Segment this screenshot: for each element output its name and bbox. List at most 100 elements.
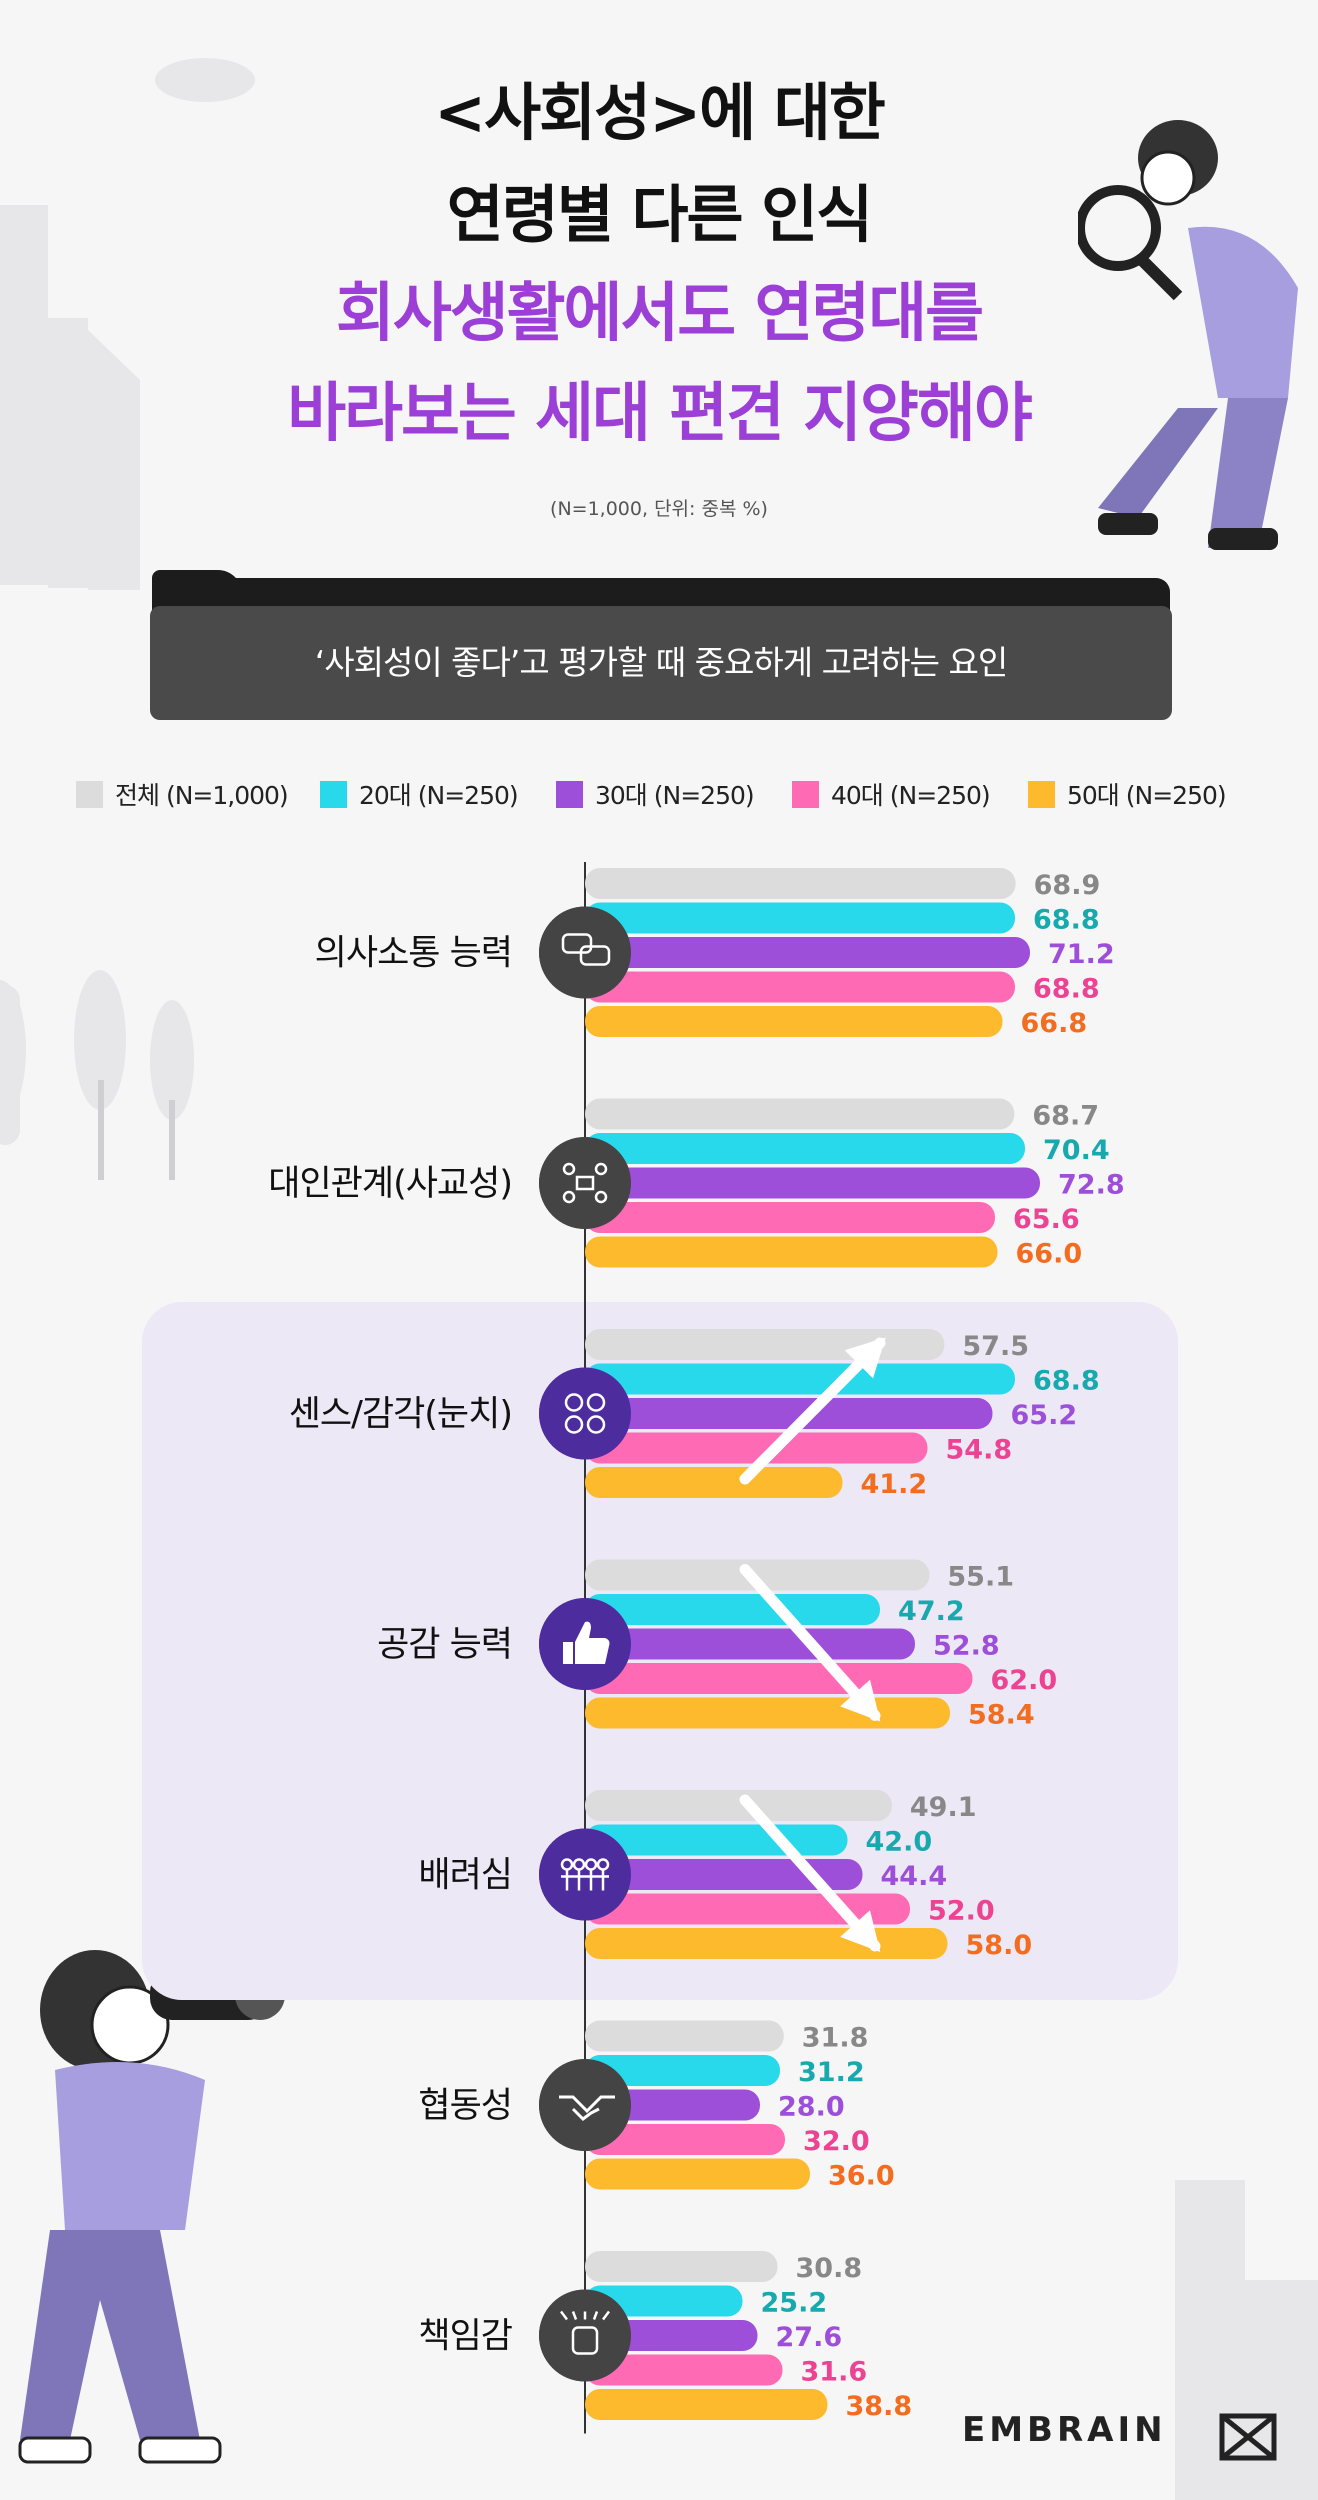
- value-label: 71.2: [1048, 939, 1115, 970]
- trend-arrow-head: [840, 1679, 881, 1722]
- bar: [585, 1697, 950, 1729]
- bar: [585, 902, 1015, 934]
- icon-shape: [594, 1190, 608, 1204]
- icon-shape: [579, 945, 611, 966]
- bar: [585, 1859, 863, 1890]
- category-label: 의사소통 능력: [315, 934, 512, 974]
- icon-shape: [560, 2310, 568, 2321]
- trend-arrow-head: [844, 1337, 886, 1379]
- bar: [585, 1006, 1003, 1037]
- icon-backdrop: [539, 2059, 631, 2151]
- icon-shape: [561, 933, 593, 954]
- bar: [585, 971, 1015, 1003]
- icon-shape: [586, 1415, 606, 1434]
- icon-shape: [596, 1858, 610, 1871]
- icon-shape: [571, 2326, 599, 2355]
- icon-shape: [571, 2311, 578, 2320]
- value-label: 57.5: [962, 1331, 1029, 1362]
- value-label: 54.8: [946, 1435, 1013, 1466]
- icon-backdrop: [539, 1828, 631, 1921]
- embrain-logo-mark: [1219, 2413, 1277, 2461]
- legend-item-30s: 30대 (N=250): [556, 776, 755, 812]
- bar: [585, 1594, 880, 1625]
- legend-label: 50대 (N=250): [1067, 781, 1227, 810]
- bar: [585, 937, 1030, 968]
- icon-backdrop: [539, 1137, 631, 1229]
- bar: [585, 1432, 928, 1464]
- icon-shape: [562, 1190, 576, 1204]
- value-label: 66.0: [1016, 1239, 1083, 1270]
- value-label: 52.0: [928, 1896, 995, 1927]
- value-label: 68.8: [1033, 974, 1100, 1005]
- bar: [585, 868, 1016, 899]
- bar: [585, 1098, 1015, 1130]
- legend-label: 30대 (N=250): [595, 781, 755, 810]
- category-label: 배려심: [418, 1856, 512, 1896]
- legend-item-total: 전체 (N=1,000): [76, 776, 289, 812]
- value-label: 25.2: [761, 2288, 828, 2319]
- bar: [585, 1363, 1015, 1395]
- icon-backdrop: [539, 1367, 631, 1460]
- bar: [585, 2055, 780, 2086]
- value-label: 36.0: [828, 2161, 895, 2192]
- icon-shape: [562, 1162, 576, 1176]
- value-label: 72.8: [1058, 1170, 1125, 1201]
- legend-label: 20대 (N=250): [359, 781, 519, 810]
- category-label: 협동성: [418, 2086, 512, 2126]
- category-label: 대인관계(사교성): [268, 1164, 512, 1204]
- subtitle-line-1: 회사생활에서도 연령대를: [336, 277, 984, 351]
- bar: [585, 1467, 843, 1498]
- icon-shape: [564, 1393, 584, 1412]
- legend-item-40s: 40대 (N=250): [792, 776, 991, 812]
- subtitle-line-2: 바라보는 세대 편견 지양해야: [287, 377, 1032, 451]
- value-label: 68.8: [1033, 905, 1100, 936]
- value-label: 31.8: [802, 2023, 869, 2054]
- bar: [585, 1329, 945, 1360]
- legend-swatch: [76, 780, 103, 808]
- icon-shape: [564, 1415, 584, 1434]
- category-label: 센스/감각(눈치): [289, 1395, 512, 1435]
- value-label: 55.1: [947, 1562, 1014, 1593]
- value-label: 66.8: [1021, 1008, 1088, 1039]
- trend-arrow-head: [840, 1910, 881, 1952]
- legend-swatch: [792, 780, 819, 808]
- bar: [585, 1790, 892, 1821]
- bar: [585, 1133, 1025, 1164]
- legend-swatch: [1028, 780, 1055, 808]
- icon-shape: [575, 1175, 595, 1191]
- bar: [585, 2020, 784, 2052]
- value-label: 70.4: [1043, 1135, 1110, 1166]
- bar: [585, 1928, 948, 1959]
- legend-item-50s: 50대 (N=250): [1028, 776, 1227, 812]
- legend-swatch: [556, 780, 583, 808]
- woman-with-magnifier-illustration: [1078, 120, 1298, 550]
- bar: [585, 1663, 973, 1694]
- bar: [585, 1236, 998, 1268]
- value-label: 28.0: [778, 2092, 845, 2123]
- value-label: 65.6: [1013, 1204, 1080, 1235]
- value-label: 68.7: [1032, 1101, 1099, 1132]
- embrain-logo: EMBRAIN: [962, 2410, 1167, 2450]
- value-label: 27.6: [776, 2322, 843, 2353]
- legend-swatch: [320, 780, 347, 808]
- value-label: 65.2: [1011, 1400, 1078, 1431]
- bar: [585, 1167, 1040, 1199]
- bar: [585, 2285, 743, 2317]
- sample-note: (N=1,000, 단위: 중복 %): [550, 498, 768, 520]
- legend-label: 40대 (N=250): [831, 781, 991, 810]
- bar: [585, 1628, 915, 1660]
- value-label: 49.1: [910, 1792, 977, 1823]
- icon-shape: [572, 1858, 586, 1871]
- woman-with-binoculars-illustration: [18, 1879, 285, 2464]
- value-label: 58.0: [966, 1930, 1033, 1961]
- value-label: 68.9: [1034, 870, 1101, 901]
- trend-arrow: [739, 1794, 881, 1952]
- legend-label: 전체 (N=1,000): [115, 781, 289, 810]
- value-label: 62.0: [991, 1665, 1058, 1696]
- icon-shape: [586, 1393, 606, 1412]
- value-label: 42.0: [866, 1827, 933, 1858]
- trend-arrow: [739, 1337, 886, 1485]
- legend: 전체 (N=1,000) 20대 (N=250) 30대 (N=250) 40대…: [76, 776, 1276, 812]
